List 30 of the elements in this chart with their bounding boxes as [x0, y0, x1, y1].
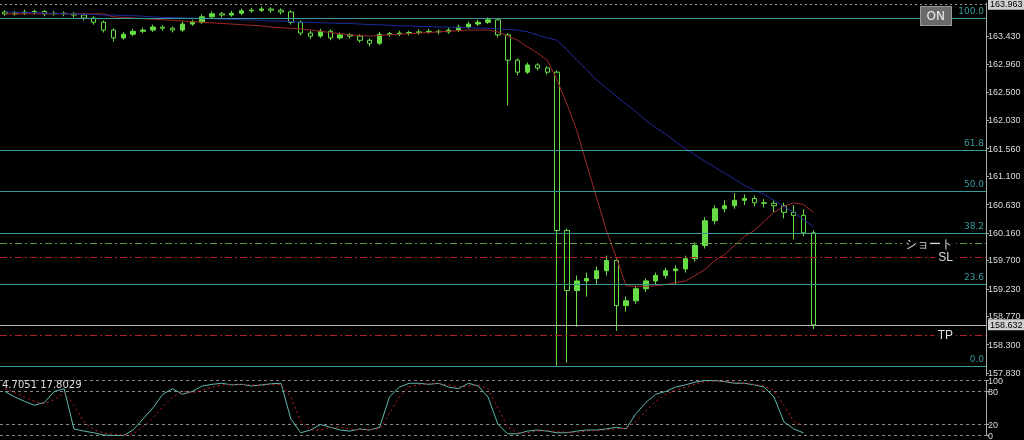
y-tick-label: 162.030	[988, 115, 1021, 126]
y-tick-label: 0	[988, 430, 994, 440]
y-tick-label: 159.230	[988, 283, 1021, 294]
ref-line-label: TP	[937, 328, 953, 343]
y-tick-label: 161.100	[988, 171, 1021, 182]
y-tick-label: 163.430	[988, 31, 1021, 42]
y-tick-label: 100	[988, 375, 1004, 386]
annotation: 61.8	[963, 138, 984, 149]
y-tick-label: 162.960	[988, 59, 1021, 70]
annotation: 23.6	[963, 271, 984, 282]
on-button: ON	[919, 6, 952, 26]
y-tick-label: 160.630	[988, 199, 1021, 210]
y-tick-label: 159.700	[988, 255, 1021, 266]
y-tick-label: 162.500	[988, 87, 1021, 98]
ref-line-label: ショート	[905, 236, 953, 251]
annotation: 0.0	[969, 353, 984, 364]
y-tick-label: 161.560	[988, 143, 1021, 154]
annotation: 50.0	[963, 179, 984, 190]
y-tick-label: 20	[988, 419, 999, 430]
y-tick-label: 158.300	[988, 339, 1021, 350]
y-tick-label: 160.160	[988, 227, 1021, 238]
ref-line-label: SL	[938, 250, 954, 265]
y-tick-label: 157.830	[988, 367, 1021, 378]
ref-line-label: 158.632	[990, 319, 1023, 330]
y-tick-label: 80	[988, 386, 999, 397]
y-tick-label: 158.770	[988, 311, 1021, 322]
ref-line-label: 163.963	[990, 0, 1023, 10]
annotation: 100.0	[958, 6, 984, 17]
annotation: 4.7051 17.8029	[2, 379, 82, 390]
annotation: 38.2	[963, 221, 984, 232]
